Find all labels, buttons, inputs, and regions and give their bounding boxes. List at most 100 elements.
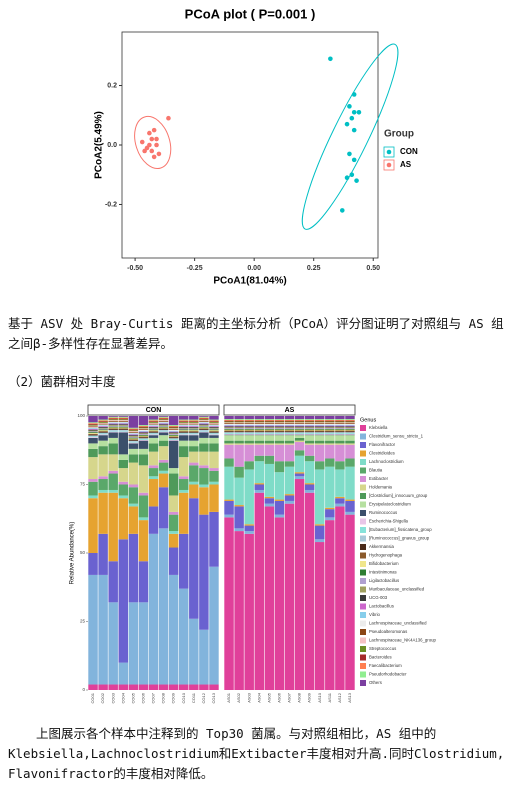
bar-segment — [199, 420, 209, 421]
bar-segment — [264, 426, 275, 428]
bar-segment — [254, 428, 265, 430]
bar-segment — [209, 432, 219, 434]
bar-segment — [264, 419, 275, 421]
bar-segment — [158, 430, 169, 432]
bar-segment — [88, 443, 98, 449]
bar-segment — [118, 420, 129, 422]
bar-segment — [224, 432, 234, 434]
bar-segment — [224, 514, 234, 518]
legend-label: Ruminococcus — [369, 510, 397, 515]
bar-segment — [98, 422, 108, 424]
bar-segment — [98, 427, 108, 429]
bar-segment — [224, 428, 234, 429]
bar-segment — [138, 520, 149, 562]
bar-segment — [284, 419, 295, 420]
bar-segment — [274, 428, 285, 430]
legend-dot — [386, 162, 392, 168]
bar-segment — [274, 420, 285, 422]
legend-key — [360, 561, 366, 567]
point — [347, 151, 352, 157]
bar-segment — [138, 427, 149, 429]
bar-segment — [335, 461, 345, 470]
bar-segment — [254, 416, 265, 420]
bar-segment — [314, 432, 325, 433]
legend-key — [360, 484, 366, 491]
x-tick-label: AS09 — [307, 692, 312, 703]
bar-segment — [158, 416, 169, 417]
bar-segment — [178, 434, 189, 436]
x-tick-label: AS10 — [317, 692, 322, 703]
bar-segment — [189, 422, 199, 423]
bar-segment — [314, 425, 325, 427]
bar-segment — [264, 506, 275, 690]
bar-segment — [264, 434, 275, 436]
bar-segment — [199, 425, 209, 426]
bar-segment — [168, 429, 179, 431]
bar-segment — [274, 429, 285, 431]
bar-segment — [178, 431, 189, 433]
bar-segment — [254, 424, 265, 426]
bar-segment — [254, 434, 265, 436]
bar-segment — [108, 473, 118, 490]
bar-segment — [244, 443, 254, 445]
bar-segment — [178, 476, 189, 480]
bar-segment — [345, 432, 355, 434]
bar-segment — [118, 419, 129, 421]
legend-label: Erysipelatoclostridium — [369, 502, 411, 507]
bar-segment — [148, 416, 159, 420]
chart-title: PCoA plot ( P=0.001 ) — [185, 6, 316, 21]
legend-label: Klebsiella — [369, 425, 388, 430]
bar-segment — [244, 427, 254, 429]
bar-segment — [158, 416, 169, 418]
bar-segment — [345, 426, 355, 428]
bar-segment — [335, 423, 345, 424]
bar-segment — [284, 432, 295, 433]
bar-segment — [284, 426, 295, 428]
point — [149, 136, 155, 142]
bar-segment — [224, 466, 234, 500]
bar-segment — [335, 422, 345, 424]
bar-segment — [274, 434, 285, 436]
bar-segment — [234, 432, 244, 434]
bar-segment — [254, 429, 265, 431]
bar-segment — [128, 440, 139, 442]
bar-segment — [254, 431, 265, 433]
bar-segment — [128, 506, 139, 534]
bar-segment — [234, 505, 244, 507]
bar-segment — [118, 432, 129, 455]
bar-segment — [284, 466, 295, 495]
x-axis-label: PCoA1(81.04%) — [213, 276, 286, 287]
x-tick-label: CO13 — [211, 692, 216, 703]
bar-segment — [138, 495, 149, 518]
bar-segment — [108, 418, 118, 420]
bar-segment — [189, 422, 199, 424]
bar-segment — [148, 420, 159, 422]
bar-segment — [118, 429, 129, 431]
bar-segment — [158, 420, 169, 421]
bar-segment — [178, 684, 189, 690]
bar-segment — [118, 422, 129, 424]
bar-segment — [108, 432, 118, 438]
bar-segment — [224, 433, 234, 435]
bar-segment — [274, 472, 285, 500]
bar-segment — [294, 422, 305, 424]
bar-segment — [335, 421, 345, 423]
bar-segment — [158, 423, 169, 425]
bar-segment — [199, 429, 209, 430]
bar-segment — [244, 432, 254, 433]
bar-segment — [244, 432, 254, 434]
legend-key — [360, 620, 366, 627]
bar-segment — [254, 419, 265, 421]
bar-segment — [158, 446, 169, 460]
legend-label: Bifidobacterium — [369, 561, 399, 566]
bar-segment — [234, 440, 244, 444]
bar-segment — [284, 425, 295, 427]
bar-segment — [148, 422, 159, 424]
bar-segment — [345, 430, 355, 432]
bar-segment — [148, 434, 159, 436]
bar-segment — [88, 425, 98, 427]
bar-segment — [199, 428, 209, 430]
legend-key — [360, 501, 366, 508]
bar-segment — [178, 432, 189, 434]
